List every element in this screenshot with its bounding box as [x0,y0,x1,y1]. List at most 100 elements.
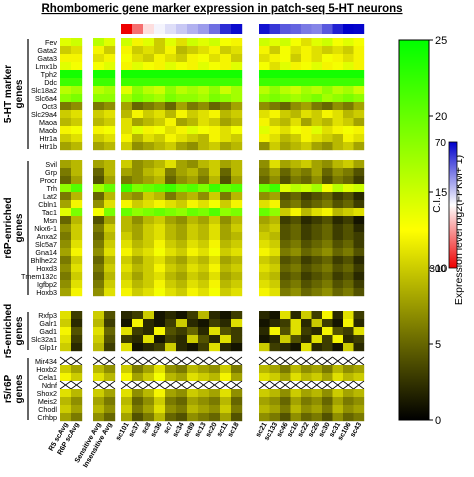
heatmap-cell [322,208,333,217]
heatmap-cell [187,343,199,352]
heatmap-cell [311,232,323,241]
heatmap-cell [343,102,354,111]
heatmap-cell [143,110,155,119]
heatmap-cell [259,126,270,135]
heatmap-cell [353,240,365,249]
ci-colorbar: 70 300 C.I. [429,138,458,275]
heatmap-cell [259,373,270,382]
row-label: Tmem132c [21,272,57,281]
heatmap-cell [220,272,232,281]
heatmap-cell [121,184,133,193]
heatmap-cell [104,405,116,414]
heatmap-cell [353,160,365,169]
heatmap-cell [165,110,177,119]
ci-strip-cell [231,24,243,34]
heatmap-cell [187,389,199,398]
heatmap-cell [165,192,177,201]
crossed-cell-mark [332,380,344,390]
heatmap-cell [280,102,291,111]
heatmap-cell [104,62,116,71]
heatmap-cell [269,413,281,422]
heatmap-cell [353,224,365,233]
heatmap-cell [332,280,344,289]
heatmap-cell [121,248,133,257]
heatmap-cell [301,405,312,414]
heatmap-cell [60,373,72,382]
heatmap-cell [198,327,210,336]
heatmap-cell [269,327,281,336]
heatmap-cell [60,134,72,143]
heatmap-cell [71,102,83,111]
heatmap-cell [259,208,270,217]
heatmap-cell [301,184,312,193]
heatmap-cell [176,327,188,336]
heatmap-cell [290,319,302,328]
row-label: Msn [43,216,57,225]
heatmap-cell [301,70,312,79]
ci-tick-label: 300 [429,264,446,275]
heatmap-cell [209,208,221,217]
heatmap-cell [220,288,232,297]
heatmap-cell [269,343,281,352]
heatmap-cell [165,240,177,249]
row-label: Mir434 [35,357,57,366]
heatmap-cell [231,232,243,241]
heatmap-cell [143,102,155,111]
heatmap-cell [132,86,144,95]
heatmap-cell [322,118,333,127]
heatmap-cell [311,373,323,382]
heatmap-cell [143,413,155,422]
heatmap-cell [353,126,365,135]
heatmap-cell [231,288,243,297]
heatmap-cell [187,256,199,265]
heatmap-cell [71,184,83,193]
heatmap-cell [259,327,270,336]
heatmap-cell [209,319,221,328]
heatmap-cell [343,397,354,406]
heatmap-cell [332,288,344,297]
heatmap-cell [121,373,133,382]
heatmap-cell [259,62,270,71]
heatmap-cell [332,397,344,406]
heatmap-cell [132,208,144,217]
heatmap-cell [154,216,166,225]
heatmap-cell [154,62,166,71]
heatmap-cell [231,216,243,225]
heatmap-cell [220,46,232,55]
heatmap-cell [259,70,270,79]
heatmap-cell [343,343,354,352]
heatmap-cell [353,264,365,273]
heatmap-cell [198,86,210,95]
heatmap-cell [343,78,354,87]
heatmap-cell [280,311,291,320]
heatmap-cell [280,70,291,79]
heatmap-cell [143,192,155,201]
heatmap-cell [165,86,177,95]
heatmap-cell [259,184,270,193]
heatmap-cell [71,335,83,344]
heatmap-cell [290,54,302,63]
heatmap-cell [343,192,354,201]
heatmap-cell [353,280,365,289]
heatmap-cell [220,176,232,185]
row-label: Gata3 [37,54,57,63]
heatmap-cell [322,126,333,135]
heatmap-cell [259,224,270,233]
heatmap-cell [198,142,210,151]
heatmap-cell [143,208,155,217]
heatmap-cell [332,240,344,249]
figure-title-group: Rhombomeric gene marker expression in pa… [41,3,402,15]
crossed-cell-mark [300,380,312,390]
row-label: Igfbp2 [37,280,57,289]
heatmap-cell [311,70,323,79]
heatmap-cell [187,311,199,320]
heatmap-cell [176,142,188,151]
crossed-cell-mark [219,380,232,390]
heatmap-cell [280,365,291,374]
heatmap-cell [60,264,72,273]
heatmap-cell [259,94,270,103]
heatmap-cell [132,373,144,382]
heatmap-cell [93,70,105,79]
heatmap-cell [220,373,232,382]
heatmap-cell [269,62,281,71]
